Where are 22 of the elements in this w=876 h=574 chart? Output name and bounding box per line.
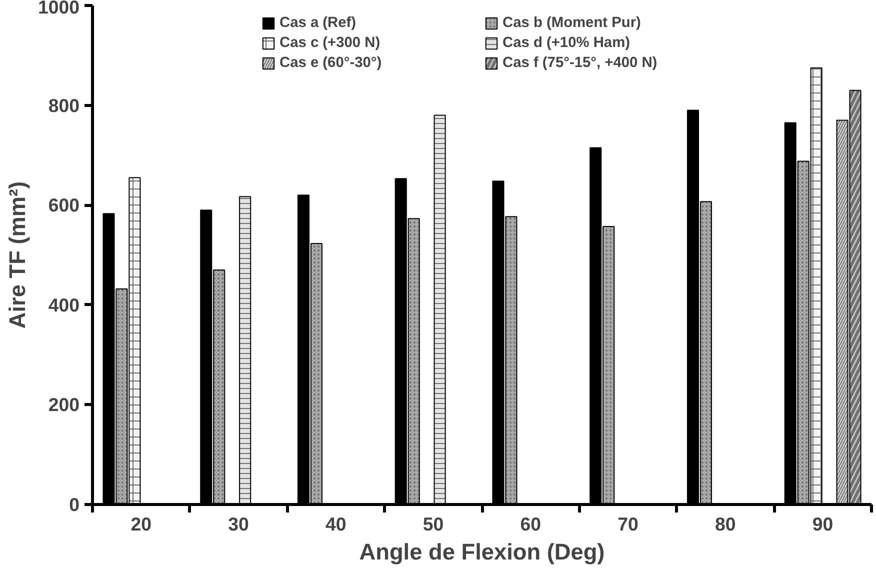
y-tick-label: 400 [48,294,80,316]
x-tick-label: 50 [422,514,444,534]
y-axis-title: Aire TF (mm²) [4,181,30,329]
legend-label: Cas c (+300 N) [280,35,382,51]
legend-label: Cas e (60°-30°) [280,55,383,71]
y-tick-label: 1000 [38,0,80,18]
x-axis-title: Angle de Flexion (Deg) [359,538,605,564]
x-tick-label: 30 [228,514,249,534]
x-tick-label: 90 [812,514,834,534]
legend-label: Cas a (Ref) [280,15,358,31]
legend-label: Cas d (+10% Ham) [502,35,631,51]
x-tick-label: 80 [715,514,736,534]
y-tick-label: 800 [48,94,80,116]
x-tick-label: 70 [618,514,638,534]
legend-label: Cas f (75°-15°, +400 N) [502,55,658,71]
x-tick-label: 60 [520,514,542,534]
y-tick-label: 0 [69,494,80,515]
x-tick-label: 20 [130,514,152,534]
x-tick-label: 40 [326,514,346,534]
y-tick-label: 600 [48,194,80,216]
legend-label: Cas b (Moment Pur) [502,15,642,31]
y-tick-label: 200 [48,394,80,416]
